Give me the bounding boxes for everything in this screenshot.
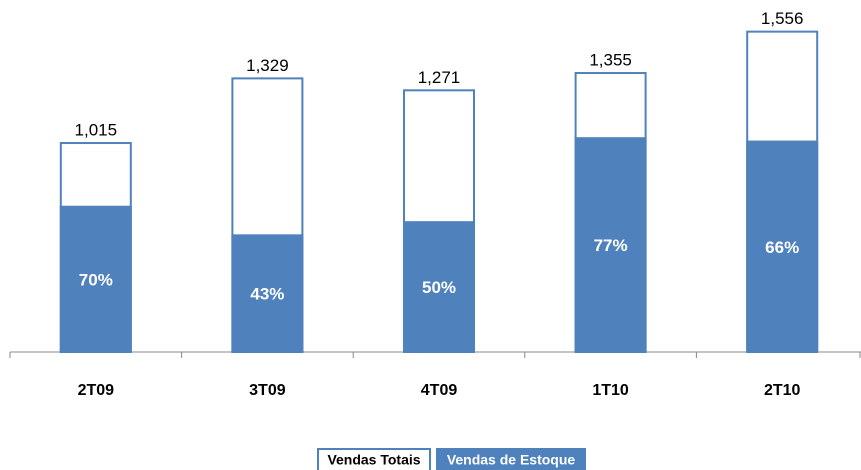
x-tick-label: 4T09 xyxy=(421,382,458,399)
x-tick-label: 1T10 xyxy=(592,382,629,399)
legend-box xyxy=(317,448,431,470)
value-label: 1,329 xyxy=(246,56,289,75)
value-label: 1,355 xyxy=(589,51,632,70)
x-tick-label: 3T09 xyxy=(249,382,286,399)
percent-label: 70% xyxy=(79,270,113,289)
stock-bar xyxy=(59,205,132,352)
stock-bar xyxy=(746,140,819,352)
stock-bar xyxy=(231,234,304,352)
percent-label: 77% xyxy=(594,236,628,255)
value-label: 1,015 xyxy=(75,121,118,140)
legend-label: Vendas Totais xyxy=(327,452,420,468)
percent-label: 66% xyxy=(765,238,799,257)
percent-label: 43% xyxy=(250,285,284,304)
value-label: 1,556 xyxy=(761,9,804,28)
x-tick-label: 2T09 xyxy=(78,382,115,399)
stock-bar xyxy=(403,221,475,352)
stock-bar xyxy=(574,137,647,352)
legend-label: Vendas de Estoque xyxy=(447,452,576,468)
percent-label: 50% xyxy=(422,278,456,297)
legend-box xyxy=(436,448,586,470)
value-label: 1,271 xyxy=(418,68,461,87)
x-tick-label: 2T10 xyxy=(764,382,801,399)
